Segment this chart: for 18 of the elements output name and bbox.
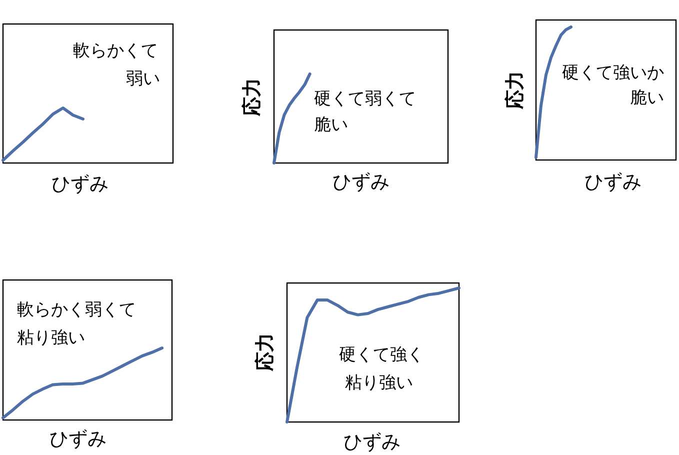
text: 弱い <box>126 69 160 89</box>
annotation: 脆い <box>630 88 664 108</box>
y-axis-title: 応力 <box>254 333 276 372</box>
y-axis-title: 応力 <box>241 78 263 117</box>
annotation: 粘り強い <box>17 328 85 348</box>
annotation: 硬くて強いか <box>562 63 664 83</box>
text: 軟らかくて <box>73 41 158 61</box>
text: 軟らかく弱くて <box>17 300 136 320</box>
x-axis-title: ひずみ <box>584 171 642 193</box>
x-axis-title: ひずみ <box>332 171 390 193</box>
annotation: 硬くて弱くて <box>314 89 416 109</box>
annotation: 硬くて強く <box>339 345 424 365</box>
annotation: 粘り強い <box>345 373 413 393</box>
y-axis-title: 応力 <box>504 71 526 110</box>
x-axis-title: ひずみ <box>52 173 108 195</box>
annotation: 脆い <box>314 115 348 135</box>
x-axis-title: ひずみ <box>344 431 400 453</box>
x-axis-title: ひずみ <box>50 428 106 450</box>
